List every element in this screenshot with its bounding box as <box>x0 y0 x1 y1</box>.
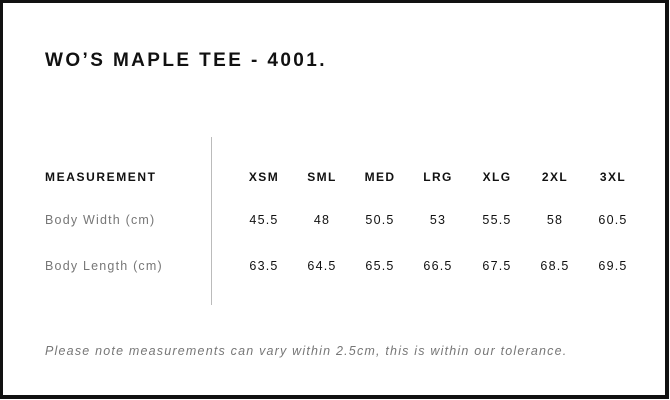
measurement-header: MEASUREMENT <box>45 170 157 184</box>
table-cell: 65.5 <box>365 259 395 273</box>
row-label: Body Length (cm) <box>45 259 163 273</box>
size-header: XLG <box>482 170 512 184</box>
table-cell: 68.5 <box>540 259 570 273</box>
size-header: XSM <box>248 170 280 184</box>
table-cell: 58 <box>546 213 564 227</box>
table-cell: 60.5 <box>598 213 628 227</box>
size-header: MED <box>364 170 396 184</box>
table-cell: 55.5 <box>482 213 512 227</box>
table-cell: 53 <box>429 213 447 227</box>
table-cell: 48 <box>313 213 331 227</box>
column-divider <box>211 137 212 305</box>
table-cell: 50.5 <box>365 213 395 227</box>
table-cell: 67.5 <box>482 259 512 273</box>
size-header: LRG <box>423 170 453 184</box>
size-header: SML <box>307 170 337 184</box>
size-header: 3XL <box>599 170 627 184</box>
table-cell: 69.5 <box>598 259 628 273</box>
page-title: WO’S MAPLE TEE - 4001. <box>45 50 327 71</box>
size-header: 2XL <box>541 170 569 184</box>
table-cell: 63.5 <box>249 259 279 273</box>
table-cell: 45.5 <box>249 213 279 227</box>
table-cell: 64.5 <box>307 259 337 273</box>
row-label: Body Width (cm) <box>45 213 156 227</box>
table-cell: 66.5 <box>423 259 453 273</box>
tolerance-note: Please note measurements can vary within… <box>45 344 568 358</box>
